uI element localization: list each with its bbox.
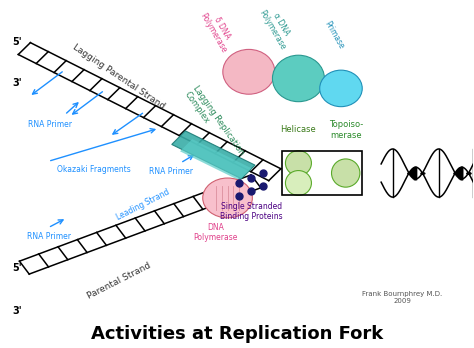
Text: Frank Bournphrey M.D.
2009: Frank Bournphrey M.D. 2009 <box>362 291 443 304</box>
Ellipse shape <box>273 55 324 102</box>
Bar <box>282 151 362 195</box>
Text: Helicase: Helicase <box>281 125 316 134</box>
Text: Parental Strand: Parental Strand <box>86 261 152 301</box>
Polygon shape <box>172 131 255 179</box>
Ellipse shape <box>223 49 275 94</box>
Text: Leading Strand: Leading Strand <box>114 187 171 222</box>
Text: RNA Primer: RNA Primer <box>149 167 193 176</box>
Text: Lagging Parental Strand: Lagging Parental Strand <box>71 42 166 111</box>
Text: Okazaki Fragments: Okazaki Fragments <box>57 165 131 174</box>
Text: Lagging Replication
Complex: Lagging Replication Complex <box>182 84 246 163</box>
Text: α DNA
Polymerase: α DNA Polymerase <box>258 3 297 51</box>
Text: RNA Primer: RNA Primer <box>28 120 73 129</box>
Ellipse shape <box>203 178 252 218</box>
Text: Single Stranded
Binding Proteins: Single Stranded Binding Proteins <box>220 201 283 221</box>
Ellipse shape <box>285 151 311 175</box>
Text: DNA
Polymerase: DNA Polymerase <box>193 223 238 243</box>
Text: RNA Primer: RNA Primer <box>27 232 71 240</box>
Text: 5': 5' <box>12 263 22 272</box>
Text: Primase: Primase <box>322 20 346 51</box>
Polygon shape <box>180 139 251 181</box>
Text: 3': 3' <box>12 306 22 316</box>
Ellipse shape <box>331 159 360 187</box>
Text: 5': 5' <box>12 37 22 47</box>
Text: Topoiso-
merase: Topoiso- merase <box>328 120 363 140</box>
Ellipse shape <box>285 171 311 196</box>
Text: δ DNA
Polymerase: δ DNA Polymerase <box>199 6 237 54</box>
Text: 3': 3' <box>12 78 22 88</box>
Text: Activities at Replication Fork: Activities at Replication Fork <box>91 325 383 343</box>
Ellipse shape <box>319 70 362 106</box>
